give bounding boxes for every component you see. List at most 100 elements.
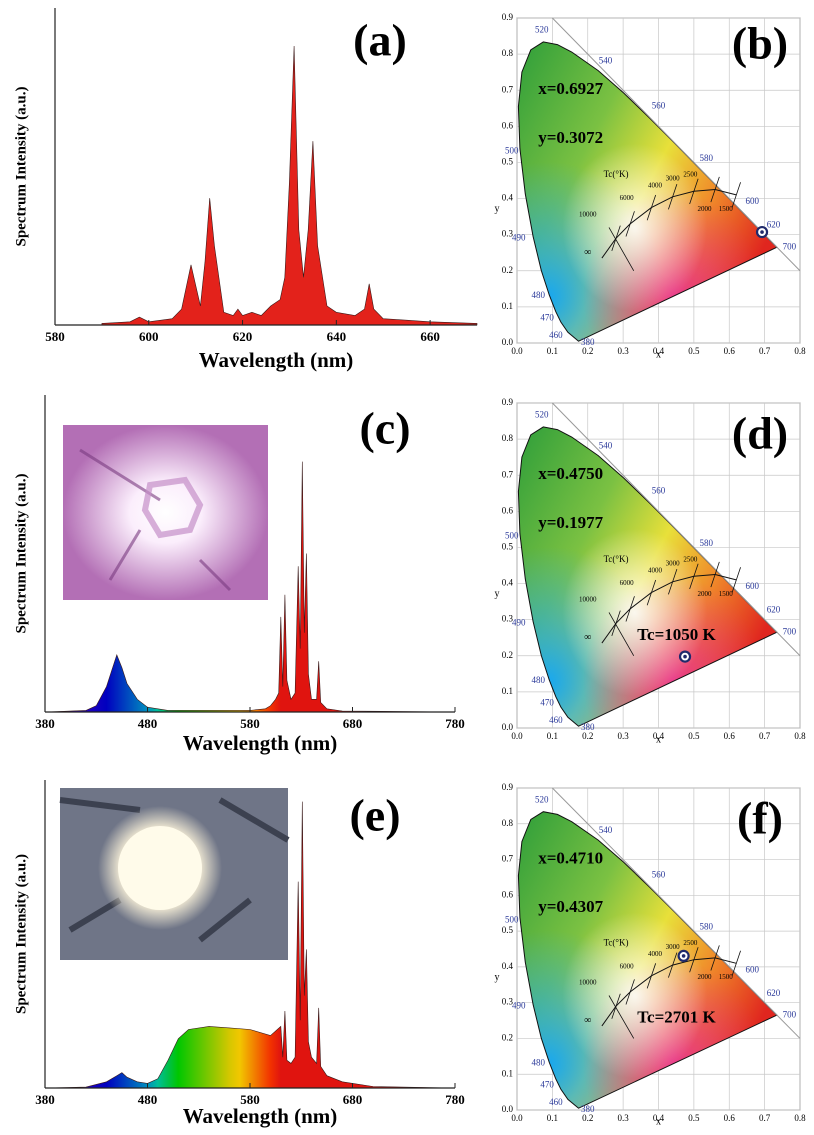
y-axis-label: y (495, 972, 500, 983)
y-tick-label: 0.3 (502, 997, 514, 1007)
spectrum-area (44, 801, 456, 1089)
x-tick-label: 380 (35, 716, 55, 731)
isotherm (710, 561, 720, 588)
planckian-locus (601, 573, 737, 644)
wavelength-label: 600 (745, 581, 759, 591)
x-tick-label: 0.4 (653, 346, 665, 356)
x-tick-label: 600 (139, 329, 159, 344)
x-axis-label: x (656, 1116, 661, 1127)
y-tick-label: 0.5 (502, 542, 514, 552)
x-tick-label: 480 (138, 716, 158, 731)
y-tick-label: 0.6 (502, 505, 514, 515)
x-tick-label: 0.3 (618, 731, 630, 741)
x-tick-label: 0.1 (547, 731, 558, 741)
x-axis-label: Wavelength (nm) (199, 348, 354, 372)
y-tick-label: 0.0 (502, 722, 514, 732)
annotation: x=0.4710 (538, 848, 603, 867)
cct-label: 2500 (683, 171, 698, 179)
cct-label: 10000 (579, 595, 597, 603)
wavelength-label: 490 (512, 232, 526, 242)
y-tick-label: 0.3 (502, 229, 514, 239)
x-axis-label: Wavelength (nm) (183, 731, 338, 755)
x-tick-label: 0.8 (794, 731, 806, 741)
panel-label: (b) (732, 18, 788, 69)
x-tick-label: 580 (240, 716, 260, 731)
x-tick-label: 0.2 (582, 346, 593, 356)
wavelength-label: 560 (652, 101, 666, 111)
x-axis-label: x (656, 349, 661, 360)
cct-title: Tc(°K) (604, 169, 629, 179)
x-tick-label: 0.6 (724, 731, 736, 741)
x-tick-label: 640 (327, 329, 347, 344)
x-tick-label: 480 (138, 1092, 158, 1107)
isotherm (625, 596, 635, 622)
purity-line (552, 402, 801, 657)
cct-label: 6000 (620, 579, 635, 587)
wavelength-label: 600 (745, 965, 759, 975)
cct-label: 1500 (719, 973, 734, 981)
isotherm (689, 178, 699, 205)
wavelength-label: 540 (599, 440, 613, 450)
isotherm (710, 176, 720, 203)
wavelength-label: 520 (535, 795, 549, 805)
spectrum-area (44, 461, 456, 713)
annotation: y=0.1977 (538, 513, 603, 532)
wavelength-label: 500 (505, 914, 519, 924)
cct-label: 2500 (683, 556, 698, 564)
wavelength-label: 700 (783, 241, 797, 251)
cct-label: 6000 (620, 194, 635, 202)
wavelength-label: 580 (700, 538, 714, 548)
wavelength-label: 480 (531, 1058, 545, 1068)
cct-label: 10000 (579, 210, 597, 218)
y-axis-label: y (495, 204, 500, 215)
y-tick-label: 0.0 (502, 1104, 514, 1114)
x-tick-label: 580 (45, 329, 65, 344)
panel-label: (c) (359, 403, 410, 454)
wavelength-label: 580 (700, 153, 714, 163)
cct-label: ∞ (584, 632, 591, 643)
wavelength-label: 560 (652, 870, 666, 880)
wavelength-label: 460 (549, 715, 563, 725)
y-tick-label: 0.7 (502, 854, 514, 864)
isotherm (608, 995, 635, 1039)
y-axis-label: Spectrum Intensity (a.u.) (13, 854, 29, 1014)
wavelength-label: 460 (549, 330, 563, 340)
wavelength-label: 500 (505, 531, 519, 541)
cct-label: 4000 (648, 567, 663, 575)
wavelength-label: 470 (540, 1080, 554, 1090)
x-tick-label: 0.6 (724, 1113, 736, 1123)
x-tick-label: 660 (420, 329, 440, 344)
wavelength-label: 480 (531, 675, 545, 685)
x-tick-label: 0.4 (653, 731, 665, 741)
x-tick-label: 0.4 (653, 1113, 665, 1123)
isotherm (646, 963, 657, 989)
y-tick-label: 0.5 (502, 925, 514, 935)
wavelength-label: 380 (581, 722, 595, 732)
y-tick-label: 0.4 (502, 578, 514, 588)
cct-title: Tc(°K) (604, 938, 629, 948)
y-tick-label: 0.8 (502, 433, 514, 443)
y-tick-label: 0.1 (502, 301, 513, 311)
x-tick-label: 0.7 (759, 731, 771, 741)
isotherm (689, 563, 699, 590)
y-tick-label: 0.0 (502, 337, 514, 347)
x-tick-label: 620 (233, 329, 253, 344)
annotation: Tc=1050 K (637, 625, 716, 644)
wavelength-label: 540 (599, 825, 613, 835)
x-tick-label: 0.7 (759, 1113, 771, 1123)
y-tick-label: 0.1 (502, 1068, 513, 1078)
wavelength-label: 620 (767, 605, 781, 615)
x-tick-label: 580 (240, 1092, 260, 1107)
isotherm (668, 568, 678, 595)
x-tick-label: 0.7 (759, 346, 771, 356)
x-tick-label: 0.2 (582, 1113, 593, 1123)
x-tick-label: 680 (343, 716, 363, 731)
y-tick-label: 0.6 (502, 889, 514, 899)
y-tick-label: 0.2 (502, 650, 513, 660)
x-tick-label: 380 (35, 1092, 55, 1107)
x-tick-label: 0.1 (547, 346, 558, 356)
chromaticity-point-center (681, 954, 686, 958)
cct-title: Tc(°K) (604, 554, 629, 564)
